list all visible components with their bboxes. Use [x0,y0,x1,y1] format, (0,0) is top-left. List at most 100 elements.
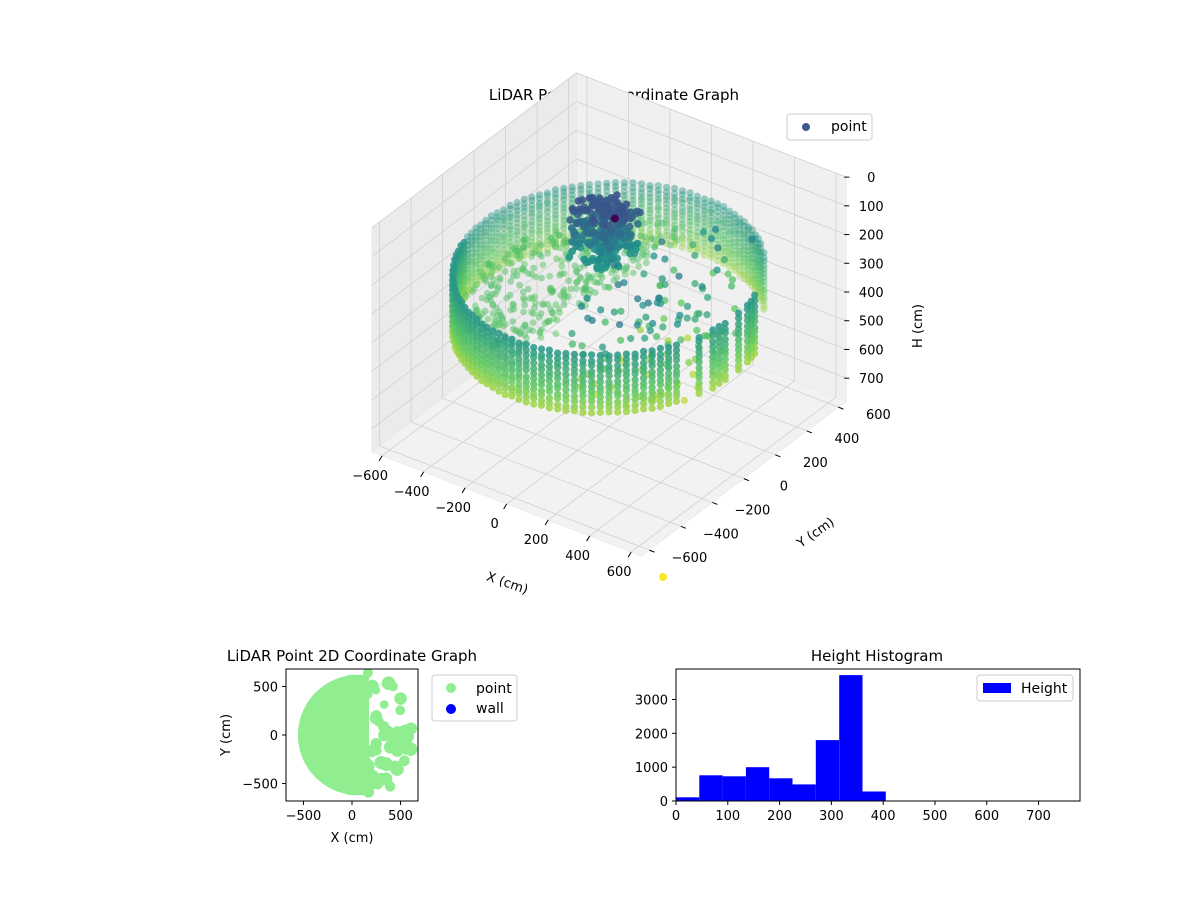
point-3d-2070 [622,376,631,384]
point-3d-396 [686,194,694,202]
point-2d-65 [407,744,418,754]
point-3d-485 [671,225,679,233]
point-3d-1873 [545,377,554,385]
point-3d-1258 [612,243,621,251]
point-3d-1122 [754,252,762,260]
point-3d-1525 [516,329,524,337]
point-3d-1112 [636,208,644,217]
point-3d-342 [500,230,508,238]
point-3d-634 [720,206,728,215]
point-3d-519 [477,221,485,229]
point-3d-1789 [721,335,729,343]
point-3d-1543 [620,279,628,287]
point-3d-1408 [607,255,616,263]
point-3d-965 [670,266,678,274]
point-3d-549 [707,246,715,254]
point-3d-1263 [625,230,633,239]
point-3d-423 [487,228,495,236]
point-3d-262 [513,203,521,211]
point-3d-145 [543,228,552,236]
point-3d-1868 [545,351,554,360]
point-3d-985 [450,261,458,269]
point-3d-562 [472,228,480,236]
point-3d-943 [748,258,756,266]
point-3d-106 [551,190,560,198]
point-3d-60 [603,179,611,187]
point-3d-1231 [757,248,765,257]
point-3d-823 [740,254,749,262]
point-3d-1930 [570,397,579,405]
point-3d-300 [506,201,514,209]
point-3d-270 [513,235,521,243]
point-3d-1092 [720,256,729,264]
point-3d-354 [678,191,687,199]
point-3d-1876 [545,394,554,402]
point-3d-16 [577,185,585,194]
point-3d-108 [551,198,560,207]
point-3d-345 [500,241,508,249]
chart-2d-ticks: −500 −500 0 0 500 500 [242,680,413,824]
point-3d-1846 [709,362,717,370]
point-3d-174 [535,227,544,235]
point-3d-359 [678,211,687,219]
point-3d-1046 [582,278,590,286]
point-3d-1973 [588,372,596,380]
point-3d-1956 [579,408,587,416]
point-3d-1986 [656,371,665,379]
point-3d-1843 [709,347,717,356]
point-3d-114 [551,223,560,231]
y3d-tick-label-5: 400 [834,432,859,447]
point-3d-1701 [743,358,752,366]
point-3d-420 [487,216,495,224]
point-3d-398 [686,202,694,210]
point-3d-110 [551,207,560,215]
x2d-tick-label-2: 500 [388,809,413,824]
z3d-tick-label-4: 400 [859,286,884,301]
point-3d-777 [736,270,744,279]
point-3d-584 [714,200,722,208]
point-3d-1370 [760,273,768,281]
point-3d-322 [671,206,679,214]
point-3d-2074 [622,397,631,405]
point-3d-205 [528,229,536,237]
point-3d-1777 [515,365,523,373]
point-3d-931 [585,194,594,202]
point-3d-136 [543,192,552,200]
point-3d-1379 [507,306,515,314]
point-3d-1925 [570,370,579,378]
point-3d-1734 [501,384,509,392]
point-3d-1813 [715,322,723,331]
point-3d-169 [535,206,544,214]
point-3d-1792 [721,349,729,358]
yhist-tick-label-1: 1000 [635,761,668,776]
point-3d-629 [621,249,628,257]
point-3d-1944 [672,397,681,405]
point-3d-76 [560,188,568,196]
grid-left-z-2 [371,129,577,286]
chart-2d-legend-point-marker [446,683,456,693]
point-3d-1842 [709,342,717,351]
point-3d-201 [528,212,536,220]
point-3d-1124 [754,260,762,268]
point-3d-613 [467,237,476,245]
point-3d-573 [472,273,480,281]
point-3d-111 [551,211,560,219]
grid-left-z-0 [371,72,577,229]
point-3d-424 [487,233,495,241]
point-3d-597 [714,252,722,260]
point-3d-686 [725,243,734,251]
point-3d-1715 [495,372,503,380]
y3d-tick-label-2: −200 [735,503,771,518]
point-3d-1443 [661,280,669,288]
y3d-tick-label-0: −600 [672,551,708,566]
point-3d-855 [557,270,565,277]
grid-back-z-0 [576,72,847,178]
point-3d-1176 [573,219,581,228]
x3d-tickmark-3 [503,503,508,510]
point-3d-1941 [672,383,681,391]
chart-histogram-ticks: 0 100 200 300 400 500 600 700 0 1000 2000 3000 [635,693,1051,824]
chart-3d-legend: point [786,113,873,141]
point-3d-378 [493,216,501,224]
point-3d-1939 [672,371,681,379]
point-3d-1672 [489,327,497,335]
